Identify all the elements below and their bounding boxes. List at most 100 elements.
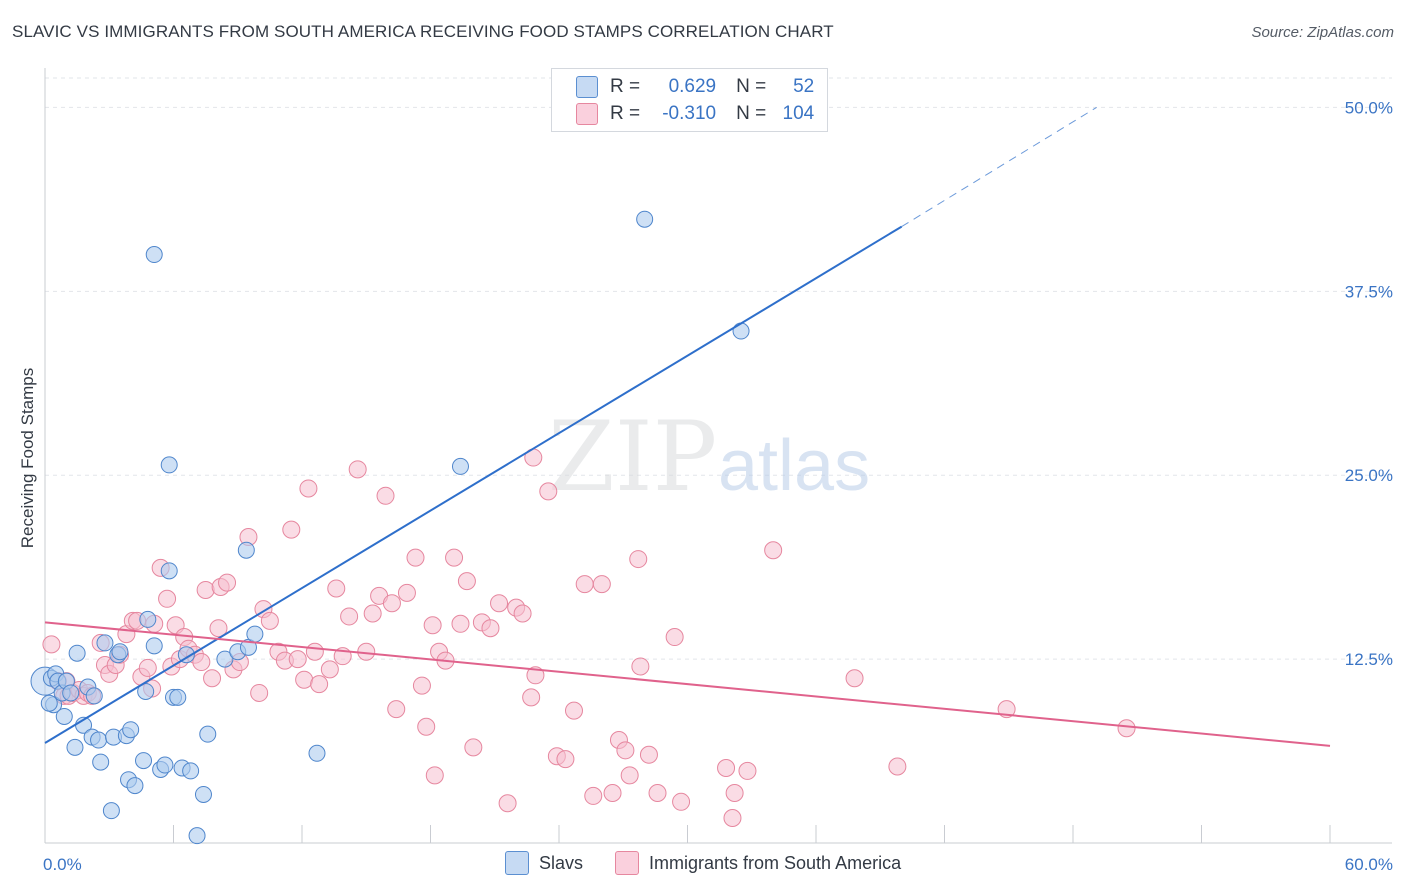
slavs-legend-label: Slavs [539, 852, 584, 873]
immigrant-point [209, 619, 228, 638]
immigrant-point [648, 783, 667, 802]
r-label: R = [610, 76, 641, 97]
slav-point [137, 682, 155, 700]
slav-point [636, 210, 654, 228]
immigrant-point [997, 700, 1016, 719]
slav-point [308, 744, 326, 762]
immigrant-point [603, 783, 622, 802]
tick-labels: 12.5% 25.0% 37.5% 50.0% 0.0% 60.0% [43, 98, 1393, 874]
immigrant-point [445, 548, 464, 567]
immigrant-point [327, 579, 346, 598]
slav-point [40, 694, 58, 712]
slav-point [96, 634, 114, 652]
slav-point [182, 762, 200, 780]
slav-point [156, 756, 174, 774]
immigrant-point [192, 653, 211, 672]
immigrant-point [738, 761, 757, 780]
immigrant-point [250, 683, 269, 702]
slav-point [169, 688, 187, 706]
legend-row-immigrants: R = -0.310 N = 104 [576, 101, 814, 127]
slav-point [732, 322, 750, 340]
immigrant-point [387, 700, 406, 719]
axes [44, 68, 1392, 844]
slav-point [139, 610, 157, 628]
slav-point [135, 752, 153, 770]
immigrant-point [513, 604, 532, 623]
source-label: Source: ZipAtlas.com [1251, 24, 1394, 41]
immigrant-point [564, 701, 583, 720]
immigrant-point [320, 660, 339, 679]
immigrant-point [888, 757, 907, 776]
immigrant-point [629, 550, 648, 569]
immigrant-point [196, 580, 215, 599]
slavs-r-value: 0.629 [668, 76, 717, 97]
immigrant-point [310, 675, 329, 694]
r-label: R = [610, 103, 641, 124]
immigrants-swatch [576, 103, 598, 125]
immigrant-point [382, 594, 401, 613]
grid-lines [45, 77, 1392, 660]
slavs-swatch [576, 76, 598, 98]
immigrant-point [764, 541, 783, 560]
slav-point [199, 725, 217, 743]
immigrant-point [672, 792, 691, 811]
slav-point [145, 246, 163, 264]
chart-title: SLAVIC VS IMMIGRANTS FROM SOUTH AMERICA … [12, 22, 834, 41]
immigrant-point [723, 808, 742, 827]
immigrant-point [584, 786, 603, 805]
slav-point [68, 644, 86, 662]
slavs-legend-swatch [505, 851, 529, 875]
immigrant-point [348, 460, 367, 479]
immigrant-point [539, 482, 558, 501]
immigrants-legend-label: Immigrants from South America [649, 852, 902, 873]
immigrant-point [406, 548, 425, 567]
x-tick-label: 60.0% [1345, 855, 1393, 874]
slav-point [122, 721, 140, 739]
legend-item-immigrants[interactable]: Immigrants from South America [615, 851, 901, 875]
slav-point [160, 456, 178, 474]
immigrant-point [522, 688, 541, 707]
immigrants-r-value: -0.310 [662, 103, 717, 124]
immigrant-point [340, 607, 359, 626]
slav-point [55, 707, 73, 725]
immigrant-point [616, 741, 635, 760]
immigrant-point [158, 589, 177, 608]
legend-row-slavs: R = 0.629 N = 52 [576, 74, 814, 100]
immigrant-point [490, 594, 509, 613]
slav-point [90, 731, 108, 749]
slav-point [194, 785, 212, 803]
slavs-n-value: 52 [793, 76, 815, 97]
slav-point [66, 738, 84, 756]
immigrant-point [556, 750, 575, 769]
immigrant-point [412, 676, 431, 695]
slav-point [451, 457, 469, 475]
immigrant-point [282, 520, 301, 539]
watermark-atlas: atlas [718, 426, 870, 506]
slav-point [111, 643, 129, 661]
y-tick-label: 37.5% [1345, 282, 1393, 301]
y-tick-label: 50.0% [1345, 98, 1393, 117]
legend-item-slavs[interactable]: Slavs [505, 851, 583, 875]
x-tick-label: 0.0% [43, 855, 82, 874]
immigrants-trend-line [44, 621, 1331, 747]
slav-point [237, 541, 255, 559]
immigrant-point [1117, 719, 1136, 738]
immigrant-point [305, 642, 324, 661]
slav-point [216, 650, 234, 668]
slav-point [92, 753, 110, 771]
immigrant-point [592, 575, 611, 594]
n-label: N = [736, 103, 767, 124]
immigrant-point [397, 583, 416, 602]
immigrant-point [203, 669, 222, 688]
y-axis-label: Receiving Food Stamps [18, 368, 37, 548]
slav-point [126, 777, 144, 795]
immigrant-point [299, 479, 318, 498]
slav-point [102, 802, 120, 820]
immigrant-point [717, 758, 736, 777]
immigrant-point [425, 766, 444, 785]
immigrant-point [481, 619, 500, 638]
immigrant-point [451, 614, 470, 633]
immigrant-point [288, 650, 307, 669]
immigrant-point [363, 604, 382, 623]
